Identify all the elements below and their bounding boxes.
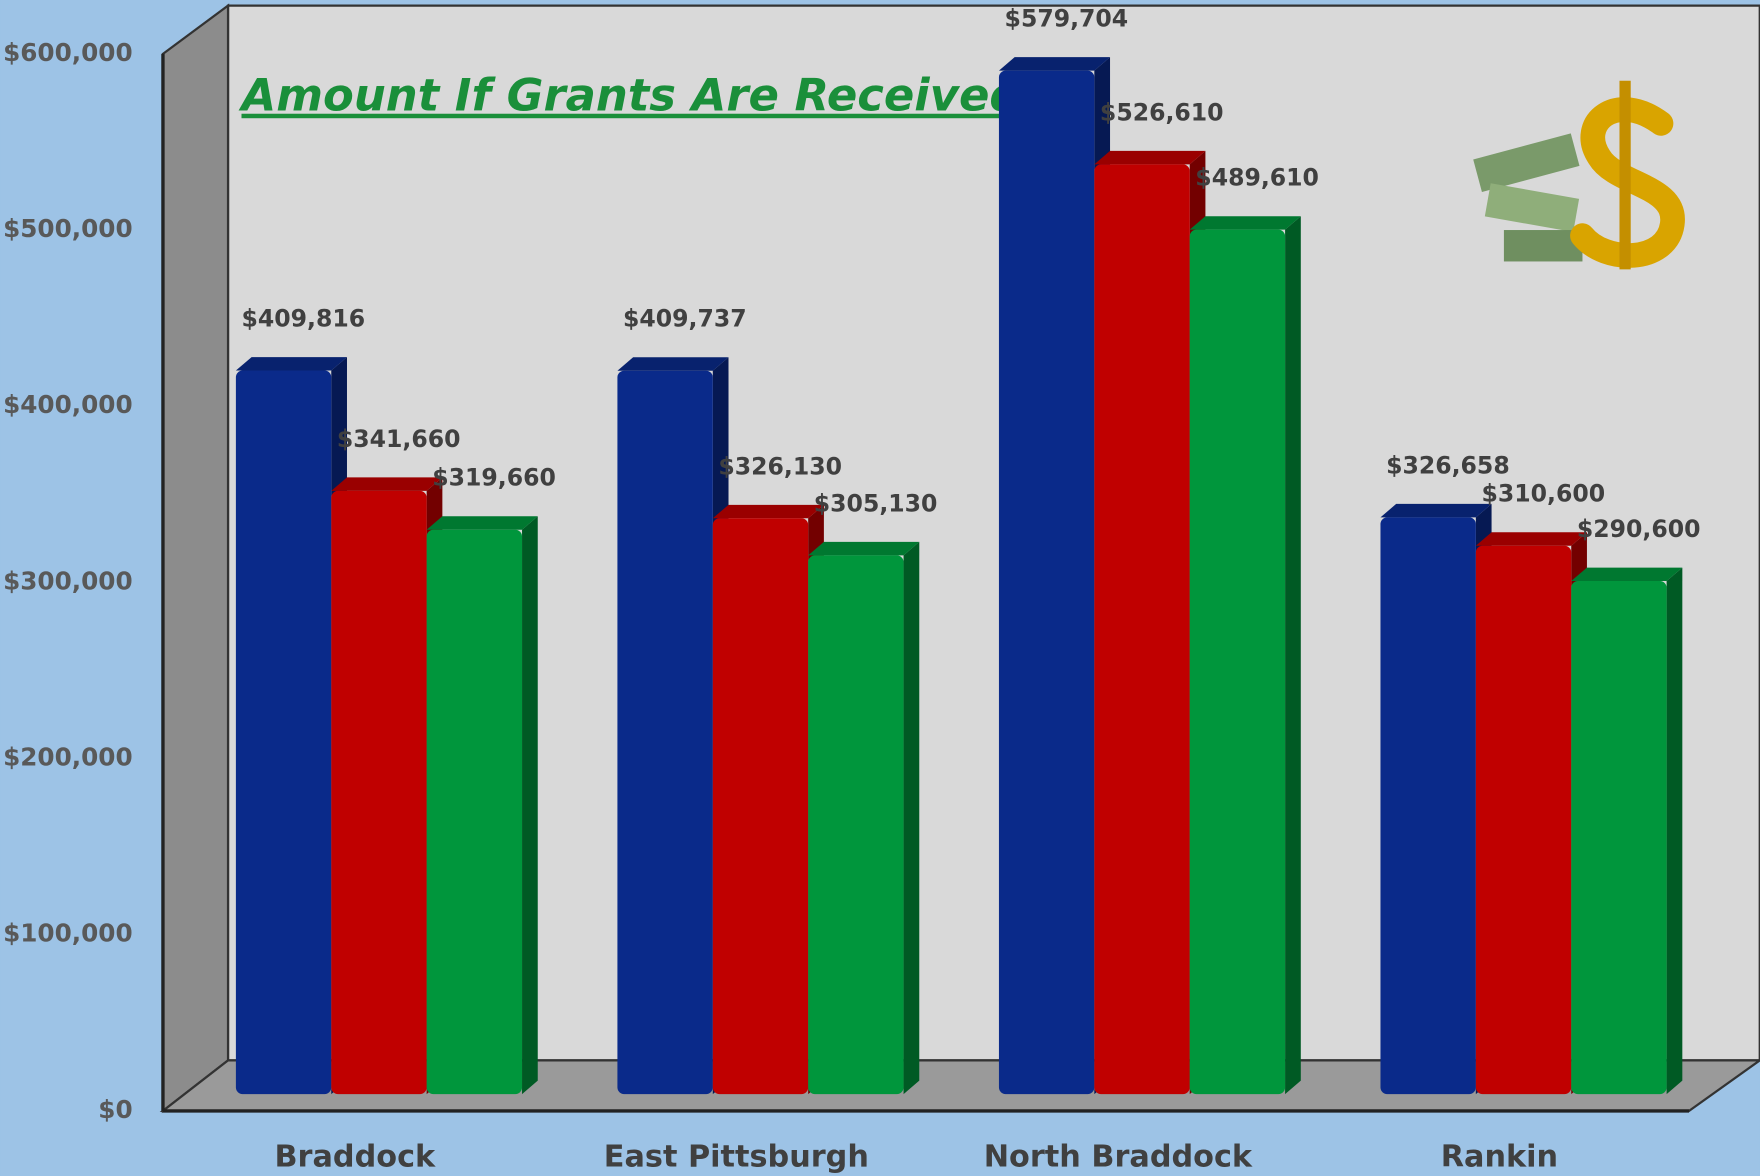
bar-top <box>998 57 1111 71</box>
x-tick-label: North Braddock <box>984 1140 1253 1175</box>
y-tick-label: $0 <box>98 1095 132 1124</box>
side-wall <box>161 3 230 1114</box>
bar <box>1094 164 1190 1095</box>
value-label: $305,130 <box>814 489 938 517</box>
y-tick-label: $500,000 <box>3 214 133 243</box>
bar-top <box>426 516 538 530</box>
bar <box>331 490 427 1095</box>
bar-top <box>1571 567 1683 582</box>
value-label: $310,600 <box>1481 480 1605 508</box>
value-label: $341,660 <box>337 425 461 453</box>
bar-top <box>1189 216 1301 230</box>
value-label: $489,610 <box>1195 164 1319 192</box>
bar <box>235 370 332 1095</box>
value-label: $579,704 <box>1005 5 1129 33</box>
bar-top <box>235 357 347 371</box>
chart-title: Amount If Grants Are Received <box>239 69 1023 122</box>
bar <box>1380 517 1476 1095</box>
bar-side <box>1285 216 1301 1095</box>
bar-side <box>1666 567 1683 1095</box>
money-icon <box>1473 80 1685 270</box>
bar-top <box>331 477 443 491</box>
x-tick-label: Braddock <box>274 1140 436 1175</box>
value-label: $290,600 <box>1577 515 1701 543</box>
bar <box>998 70 1095 1095</box>
value-label: $409,737 <box>623 305 747 333</box>
value-label: $326,130 <box>718 452 842 480</box>
bar <box>1189 229 1286 1095</box>
x-tick-label: Rankin <box>1441 1140 1558 1175</box>
value-label: $526,610 <box>1100 98 1224 126</box>
bar-side <box>903 541 920 1095</box>
bar-top <box>712 504 824 519</box>
bar <box>617 370 713 1095</box>
bar-top <box>1475 532 1587 546</box>
bar-side <box>522 516 538 1095</box>
bar <box>712 518 809 1095</box>
bar <box>1475 545 1572 1095</box>
value-label: $326,658 <box>1386 451 1510 479</box>
y-tick-label: $100,000 <box>3 919 133 948</box>
y-tick-label: $300,000 <box>3 566 133 595</box>
y-tick-label: $600,000 <box>3 38 133 67</box>
x-tick-label: East Pittsburgh <box>604 1140 869 1175</box>
bar <box>1571 581 1667 1095</box>
bar <box>426 529 523 1095</box>
bar-top <box>1094 150 1206 165</box>
bar-top <box>617 357 729 371</box>
y-tick-label: $200,000 <box>3 743 133 772</box>
bar <box>808 555 904 1095</box>
bar-top <box>1380 503 1492 518</box>
bar-top <box>808 541 920 556</box>
value-label: $409,816 <box>242 305 366 333</box>
y-tick-label: $400,000 <box>3 390 133 419</box>
value-label: $319,660 <box>432 464 556 492</box>
